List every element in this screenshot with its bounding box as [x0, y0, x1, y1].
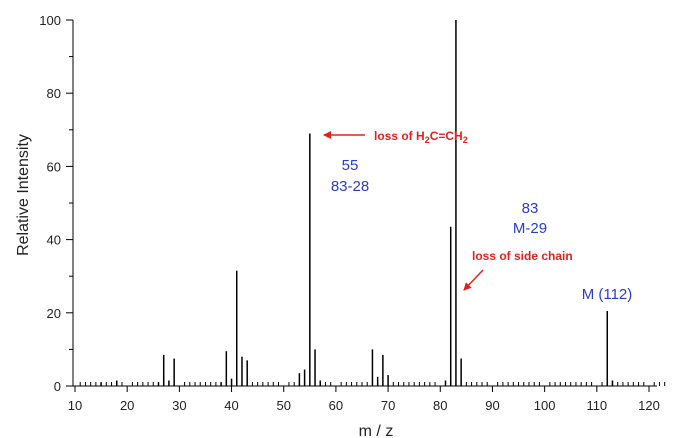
y-tick-label: 0: [54, 379, 61, 394]
y-axis-title: Relative Intensity: [15, 134, 32, 256]
label-peak-83-diff: M-29: [513, 220, 547, 237]
annotation-loss-side-chain: loss of side chain: [463, 249, 573, 291]
y-tick-label: 60: [47, 159, 61, 174]
x-tick-label: 60: [329, 398, 343, 413]
x-tick-label: 110: [586, 398, 607, 413]
x-tick-label: 80: [433, 398, 447, 413]
annotation-loss-c2h4: loss of H2C=CH2: [323, 129, 468, 145]
x-tick-label: 30: [172, 398, 186, 413]
arrow-loss-side-chain: [463, 269, 484, 291]
x-axis-title: m / z: [359, 423, 394, 438]
x-major-ticks: 10 20 30 40 50 60 70 80 90 100 110 120: [68, 386, 660, 413]
y-tick-label: 100: [39, 13, 61, 28]
spectrum-peaks: [100, 20, 614, 386]
label-peak-55: 55: [342, 157, 359, 174]
x-tick-label: 120: [638, 398, 660, 413]
y-tick-label: 40: [47, 233, 61, 248]
y-tick-label: 80: [47, 86, 61, 101]
label-loss-c2h4: loss of H2C=CH2: [374, 129, 468, 145]
x-tick-label: 90: [485, 398, 499, 413]
label-peak-83: 83: [522, 200, 539, 217]
x-tick-label: 100: [534, 398, 556, 413]
label-molecular-ion: M (112): [582, 286, 633, 303]
label-loss-side-chain: loss of side chain: [472, 249, 573, 263]
y-tick-label: 20: [47, 306, 61, 321]
x-tick-label: 70: [381, 398, 395, 413]
label-peak-55-diff: 83-28: [331, 178, 369, 195]
x-tick-label: 40: [224, 398, 238, 413]
x-tick-label: 10: [68, 398, 82, 413]
x-tick-label: 20: [120, 398, 134, 413]
y-ticks: 0 20 40 60 80 100: [39, 13, 73, 394]
x-tick-label: 50: [276, 398, 290, 413]
